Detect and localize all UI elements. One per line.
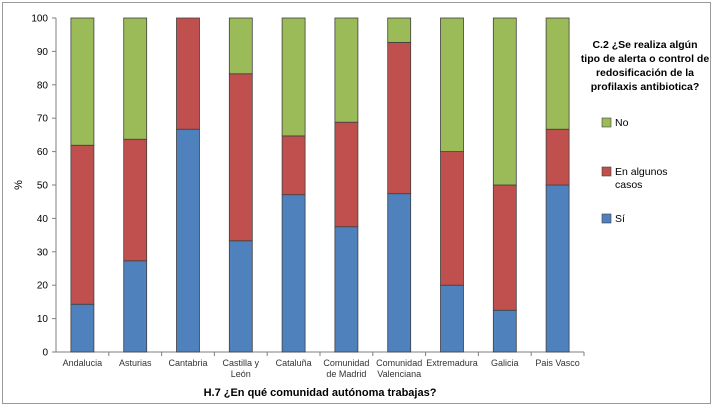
bar-segment-2-6 [334,121,359,228]
legend-title: tipo de alerta o control de [581,53,710,65]
x-tick-label: Cataluña [276,358,312,368]
bar-segment-3-9 [492,17,517,186]
legend-swatch-1 [601,117,612,128]
x-tick-label: Comunidad [323,358,369,368]
legend-label-2: casos [615,179,642,191]
bar-segment-2-4 [228,73,253,242]
y-tick-label: 80 [37,80,49,91]
x-tick-label: Extremadura [426,358,478,368]
legend-label-1: No [615,117,629,129]
y-tick-label: 100 [31,14,48,25]
legend-title: redosificación de la [596,67,694,79]
bar-segment-3-1 [70,17,95,146]
bar-segment-2-5 [281,135,306,196]
bar-segment-2-8 [440,151,464,286]
x-tick-label: Galicia [491,358,519,368]
bar-segment-2-1 [70,144,95,305]
bar-segment-2-7 [387,41,412,195]
bar-segment-1-9 [492,309,517,353]
bar-segment-2-2 [123,138,148,262]
x-tick-label: de Madrid [326,369,366,379]
bar-segment-1-5 [281,194,306,353]
y-tick-label: 90 [37,47,49,58]
bar-segment-3-4 [228,17,253,75]
legend-label-2: En algunos [615,166,668,178]
y-tick-label: 10 [37,314,49,325]
y-tick-label: 50 [37,181,49,192]
bar-segment-1-8 [440,284,464,353]
legend-title: C.2 ¿Se realiza algún [592,39,697,51]
bar-segment-2-3 [176,17,200,130]
y-tick-label: 0 [42,348,48,359]
legend-swatch-2 [601,166,612,177]
bar-segment-3-8 [440,17,464,153]
bar-segment-3-7 [387,17,412,43]
x-tick-label: Asturias [119,358,152,368]
bar-segment-1-1 [70,303,95,353]
bar-segment-2-10 [545,128,570,186]
bar-segment-1-3 [176,128,200,353]
x-tick-label: Castilla y [223,358,260,368]
x-axis-title: H.7 ¿En qué comunidad autónoma trabajas? [204,387,437,399]
x-tick-label: Pais Vasco [535,358,579,368]
legend-swatch-3 [601,213,612,224]
legend-label-3: Sí [615,213,625,225]
bar-segment-1-2 [123,260,148,353]
y-tick-label: 30 [37,247,49,258]
y-tick-label: 20 [37,281,49,292]
y-tick-label: 40 [37,214,49,225]
x-tick-label: Valenciana [377,369,421,379]
bar-segment-3-10 [545,17,570,130]
x-tick-label: Andalucia [63,358,103,368]
legend-title: profilaxis antibiotica? [591,81,700,93]
bar-segment-1-4 [228,240,253,353]
bar-segment-3-2 [123,17,148,140]
bar-segment-1-10 [545,184,570,353]
bar-segment-3-6 [334,17,359,123]
y-tick-label: 60 [37,147,49,158]
bar-segment-1-7 [387,193,412,353]
bar-segment-3-5 [281,17,306,137]
x-tick-label: León [231,369,251,379]
y-tick-label: 70 [37,114,49,125]
y-axis-title: % [13,180,25,190]
bar-segment-1-6 [334,226,359,353]
x-tick-label: Comunidad [376,358,422,368]
bar-segment-2-9 [492,184,517,311]
x-tick-label: Cantabria [168,358,207,368]
